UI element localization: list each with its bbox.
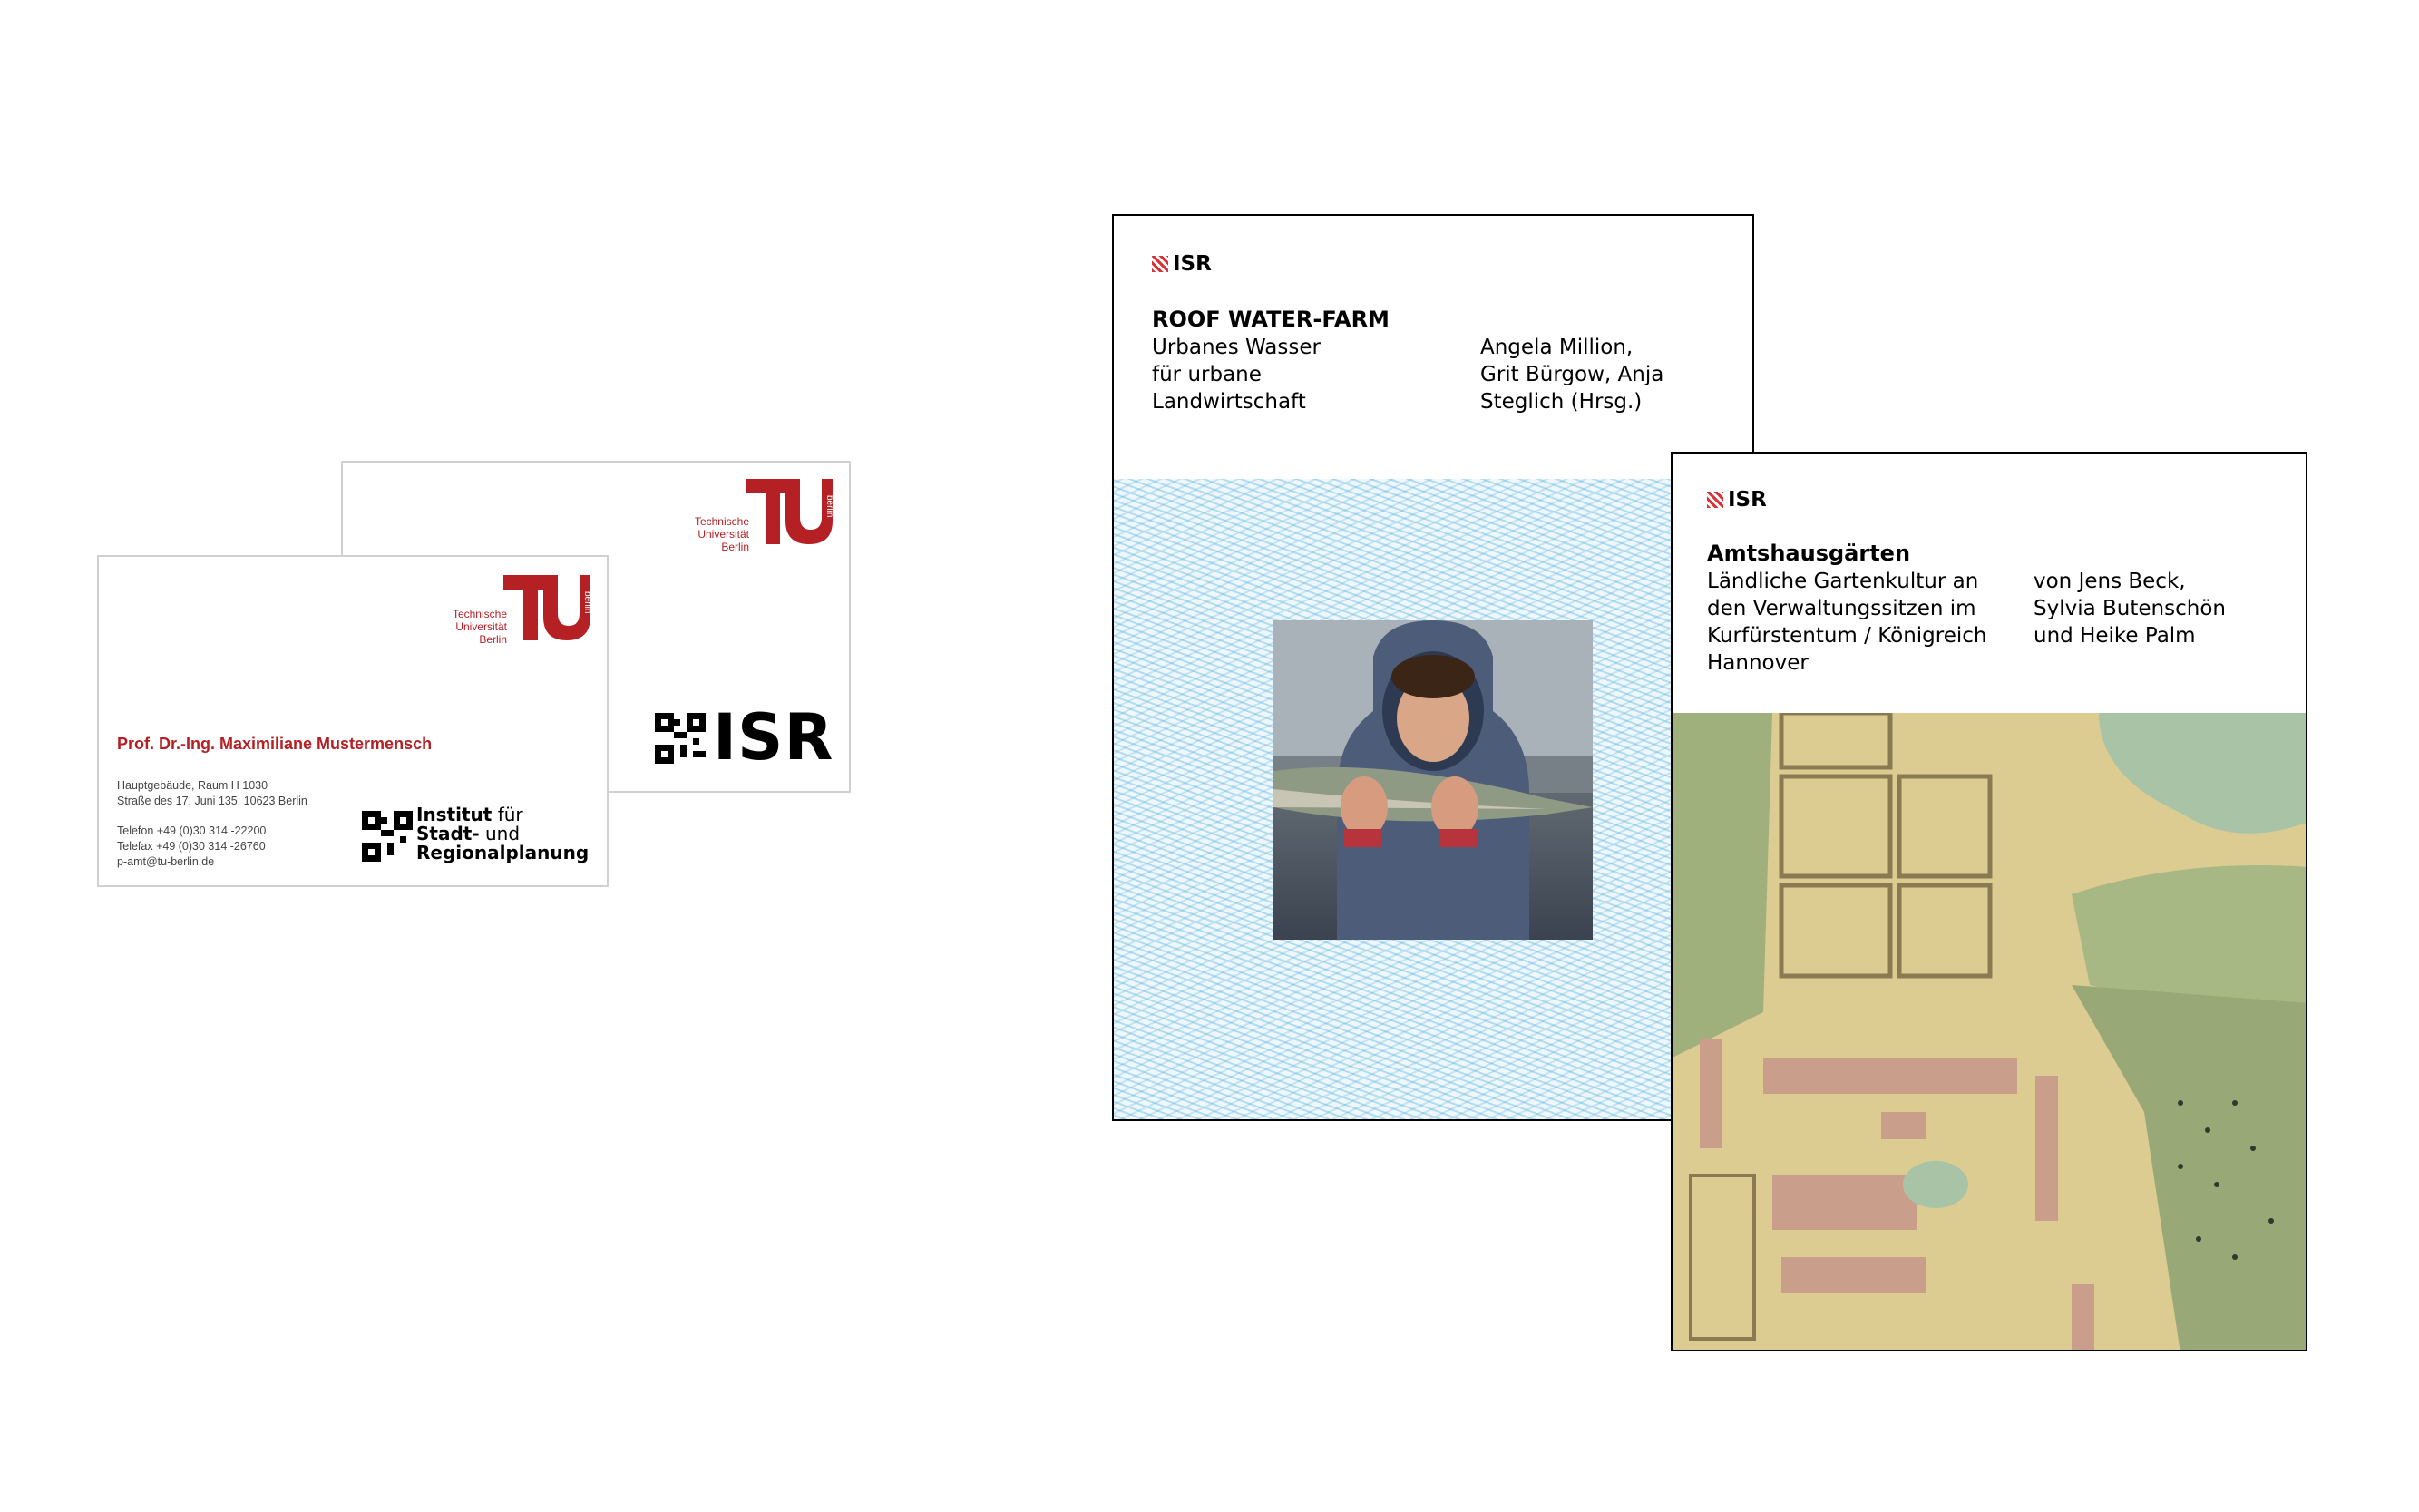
- book-subtitle: Ländliche Gartenkultur an den Verwaltung…: [1707, 568, 1987, 677]
- book-cover-amtshausgaerten: ISR Amtshausgärten Ländliche Gartenkultu…: [1671, 452, 2307, 1351]
- address-block: Hauptgebäude, Raum H 1030 Straße des 17.…: [117, 778, 307, 809]
- isr-logo: ISR: [713, 700, 834, 775]
- qr-pattern-icon: [362, 811, 413, 862]
- tu-logo-line: Universität: [697, 528, 749, 541]
- isr-logo: ISR: [1152, 252, 1212, 276]
- isr-logo: ISR: [1707, 488, 1767, 512]
- tu-logo-icon: berlin: [503, 575, 590, 640]
- tu-logo-text: Technische Universität Berlin: [453, 608, 507, 646]
- book-title: ROOF WATER-FARM: [1152, 307, 1390, 332]
- garden-map-drawing: [1673, 713, 2306, 1350]
- tu-logo-line: Berlin: [721, 541, 749, 553]
- institute-word: Institut: [416, 804, 493, 825]
- institute-word: für: [492, 804, 523, 825]
- tu-logo-line: Technische: [452, 608, 507, 620]
- book-cover-roof-water-farm: ISR ROOF WATER-FARM Urbanes Wasser für u…: [1112, 214, 1754, 1121]
- author-line: von Jens Beck,: [2034, 570, 2186, 593]
- phone-text: Telefon +49 (0)30 314 -22200: [117, 824, 267, 837]
- subtitle-line: Landwirtschaft: [1152, 390, 1306, 414]
- subtitle-line: Hannover: [1707, 651, 1809, 675]
- book-authors: Angela Million, Grit Bürgow, Anja Stegli…: [1480, 334, 1663, 415]
- business-card-front: Technische Universität Berlin berlin Pro…: [97, 555, 609, 887]
- address-line: Straße des 17. Juni 135, 10623 Berlin: [117, 795, 307, 807]
- author-line: und Heike Palm: [2034, 624, 2196, 648]
- historic-garden-map-illustration: [1673, 713, 2306, 1350]
- institute-word: Stadt-: [416, 823, 480, 844]
- subtitle-line: den Verwaltungssitzen im: [1707, 597, 1976, 620]
- institute-word: und: [479, 823, 521, 844]
- person-name: Prof. Dr.-Ing. Maximiliane Mustermensch: [117, 735, 433, 753]
- tu-logo-icon: berlin: [746, 479, 833, 544]
- tu-logo-line: Berlin: [479, 633, 507, 646]
- institute-name: Institut für Stadt- und Regionalplanung: [416, 805, 589, 863]
- cover-photo-boy-with-fish: [1273, 620, 1593, 940]
- book-title: Amtshausgärten: [1707, 541, 1911, 566]
- author-line: Angela Million,: [1480, 336, 1634, 359]
- boy-with-fish-illustration: [1273, 620, 1593, 940]
- fax-text: Telefax +49 (0)30 314 -26760: [117, 840, 266, 853]
- tu-logo-side-text: berlin: [582, 591, 590, 613]
- book-authors: von Jens Beck, Sylvia Butenschön und Hei…: [2034, 568, 2226, 649]
- address-line: Hauptgebäude, Raum H 1030: [117, 779, 268, 792]
- author-line: Steglich (Hrsg.): [1480, 390, 1643, 414]
- qr-pattern-icon: [655, 713, 706, 764]
- subtitle-line: Urbanes Wasser: [1152, 336, 1321, 359]
- isr-mark-icon: [1707, 492, 1723, 508]
- institute-word: Regionalplanung: [416, 842, 590, 863]
- email-text: p-amt@tu-berlin.de: [117, 855, 215, 868]
- tu-logo-line: Technische: [694, 515, 749, 528]
- isr-logo-text: ISR: [1173, 252, 1212, 276]
- author-line: Grit Bürgow, Anja: [1480, 363, 1664, 386]
- subtitle-line: für urbane: [1152, 363, 1262, 386]
- author-line: Sylvia Butenschön: [2034, 597, 2226, 620]
- isr-logo-text: ISR: [1728, 488, 1767, 512]
- book-subtitle: Urbanes Wasser für urbane Landwirtschaft: [1152, 334, 1321, 415]
- tu-logo-line: Universität: [455, 620, 507, 633]
- contact-block: Telefon +49 (0)30 314 -22200 Telefax +49…: [117, 824, 266, 870]
- tu-logo-side-text: berlin: [824, 495, 833, 517]
- tu-logo-text: Technische Universität Berlin: [695, 515, 749, 553]
- subtitle-line: Ländliche Gartenkultur an: [1707, 570, 1979, 593]
- isr-mark-icon: [1152, 256, 1168, 272]
- subtitle-line: Kurfürstentum / Königreich: [1707, 624, 1987, 648]
